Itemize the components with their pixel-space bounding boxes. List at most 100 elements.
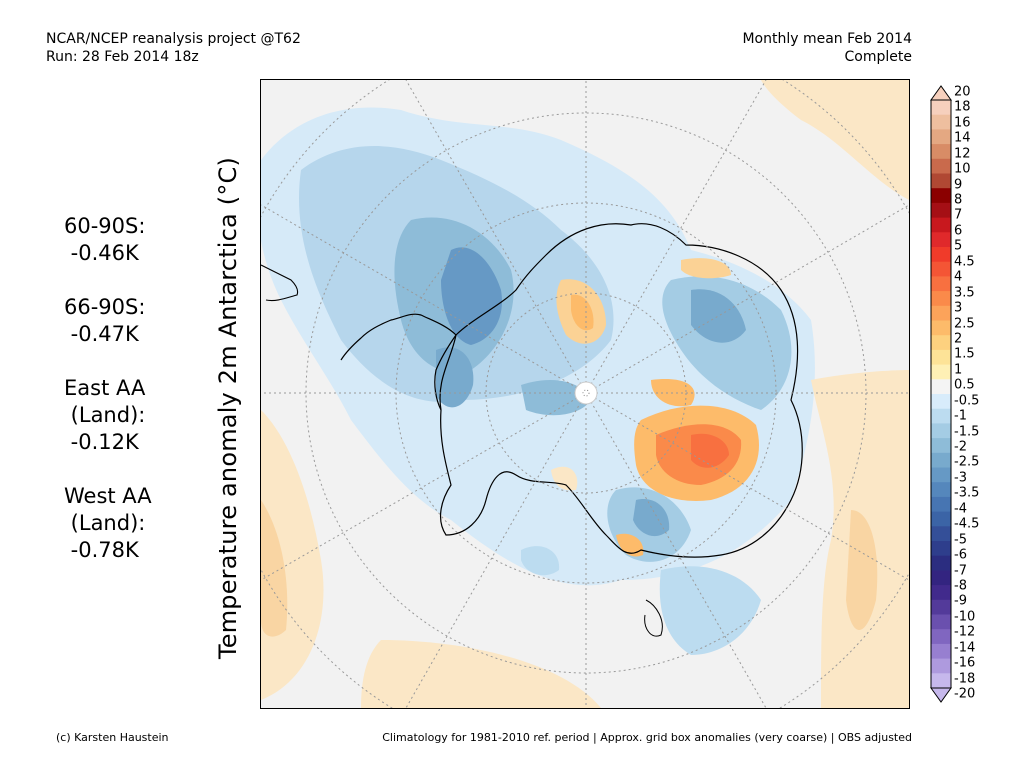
map-axis-label: Temperature anomaly 2m Antarctica (°C): [214, 156, 242, 660]
stat-value: -0.46K: [64, 241, 139, 265]
colorbar-swatch: [931, 320, 951, 336]
south-pole-marker: [574, 381, 598, 405]
colorbar-tick-label: -1.5: [954, 424, 980, 440]
colorbar-swatch: [931, 467, 951, 483]
colorbar-swatch: [931, 511, 951, 527]
climatology-note: Climatology for 1981-2010 ref. period | …: [382, 731, 912, 744]
colorbar-swatch: [931, 643, 951, 660]
header-left: NCAR/NCEP reanalysis project @T62 Run: 2…: [46, 30, 301, 66]
stat-east-aa: East AA (Land): -0.12K: [64, 375, 152, 456]
colorbar-tick-label: 4: [954, 269, 963, 285]
colorbar-tick-label: 1: [954, 362, 963, 378]
colorbar-tick-label: -7: [954, 563, 967, 578]
colorbar-swatch: [931, 129, 951, 145]
colorbar-swatch: [931, 305, 951, 321]
colorbar-swatch: [931, 217, 951, 233]
colorbar-tick-label: -9: [954, 593, 967, 609]
colorbar-tick-label: 12: [954, 146, 971, 162]
colorbar-swatch: [931, 349, 951, 366]
stat-value: -0.47K: [64, 322, 139, 346]
colorbar-swatch: [931, 673, 951, 689]
colorbar-labels: 20 18 16 14 12 10 9 8 7 6 5 4.5 4 3.5 3 2.5 2 1.5 1 0.5 -0.5…: [954, 86, 1014, 701]
colorbar-swatch: [931, 188, 951, 204]
stat-66-90s: 66-90S: -0.47K: [64, 294, 152, 348]
colorbar-tick-label: 14: [954, 130, 971, 146]
stat-value: -0.78K: [64, 538, 139, 562]
colorbar-swatch: [931, 100, 951, 116]
colorbar-tick-label: 10: [954, 161, 971, 177]
colorbar-swatch: [931, 114, 951, 130]
colorbar-swatch: [931, 629, 951, 645]
colorbar-swatch: [931, 438, 951, 454]
colorbar-tick-label: 9: [954, 177, 963, 193]
colorbar-tick-label: -18: [954, 671, 976, 687]
colorbar-tick-label: 6: [954, 223, 963, 239]
colorbar-swatch: [931, 614, 951, 630]
stat-label: 60-90S:: [64, 214, 146, 238]
anomaly-map: [260, 79, 910, 709]
colorbar-swatch: [931, 364, 951, 380]
stat-sublabel: (Land):: [64, 511, 146, 535]
region-stats: 60-90S: -0.46K 66-90S: -0.47K East AA (L…: [64, 213, 152, 591]
colorbar-tick-label: 16: [954, 115, 971, 131]
colorbar-tick-label: -3.5: [954, 485, 980, 501]
colorbar-tick-label: -16: [954, 655, 976, 671]
colorbar-swatch: [931, 291, 951, 307]
colorbar-tick-label: 2.5: [954, 316, 975, 332]
colorbar-swatch: [931, 202, 951, 219]
colorbar-bottom-arrow: [930, 687, 952, 703]
copyright-note: (c) Karsten Haustein: [56, 731, 169, 744]
colorbar-swatch: [931, 144, 951, 160]
colorbar-tick-label: -8: [954, 578, 967, 594]
colorbar-swatch: [931, 232, 951, 248]
graticule: [261, 80, 909, 708]
stat-value: -0.12K: [64, 430, 139, 454]
colorbar-tick-label: -5: [954, 532, 967, 548]
colorbar-tick-label: 20: [954, 84, 971, 100]
stat-60-90s: 60-90S: -0.46K: [64, 213, 152, 267]
stat-sublabel: (Land):: [64, 403, 146, 427]
colorbar-swatch: [931, 658, 951, 674]
stat-label: West AA: [64, 484, 152, 508]
colorbar-swatch: [931, 526, 951, 542]
south-america-coast: [261, 264, 299, 302]
colorbar-tick-label: -20: [954, 686, 976, 702]
colorbar-swatch: [931, 496, 951, 513]
colorbar-tick-label: -3: [954, 470, 967, 486]
colorbar-swatch: [931, 394, 951, 410]
stat-label: 66-90S:: [64, 295, 146, 319]
colorbar-tick-label: -4: [954, 501, 967, 517]
colorbar-tick-label: -10: [954, 609, 976, 625]
stat-west-aa: West AA (Land): -0.78K: [64, 483, 152, 564]
colorbar-tick-label: 1.5: [954, 346, 975, 362]
colorbar-swatch: [931, 158, 951, 174]
colorbar-tick-label: -12: [954, 624, 976, 640]
colorbar-swatch: [931, 173, 951, 189]
colorbar-swatch: [931, 379, 951, 395]
map-svg: [261, 80, 909, 708]
colorbar-swatch: [931, 555, 951, 571]
colorbar-tick-label: 8: [954, 192, 963, 208]
colorbar-tick-label: 3: [954, 300, 963, 316]
colorbar-swatch: [931, 599, 951, 615]
period-title: Monthly mean Feb 2014: [742, 31, 912, 47]
oceania-coast: [644, 599, 663, 637]
colorbar-swatch: [931, 541, 951, 557]
colorbar-top-arrow: [930, 85, 952, 101]
colorbar-tick-label: 4.5: [954, 254, 975, 270]
colorbar-swatch: [931, 408, 951, 424]
stat-label: East AA: [64, 376, 146, 400]
colorbar-tick-label: 0.5: [954, 377, 975, 393]
colorbar-tick-label: -2.5: [954, 454, 980, 470]
colorbar-tick-label: 3.5: [954, 285, 975, 301]
colorbar-tick-label: -14: [954, 640, 976, 656]
colorbar-swatch: [931, 585, 951, 601]
colorbar-swatch: [931, 423, 951, 439]
colorbar-swatch: [931, 276, 951, 292]
run-date: Run: 28 Feb 2014 18z: [46, 49, 199, 65]
completeness-status: Complete: [844, 49, 912, 65]
colorbar-swatch: [931, 452, 951, 468]
antarctic-peninsula: [340, 313, 457, 411]
warm-anomaly-regions: [261, 80, 909, 708]
colorbar-tick-label: -4.5: [954, 516, 980, 532]
